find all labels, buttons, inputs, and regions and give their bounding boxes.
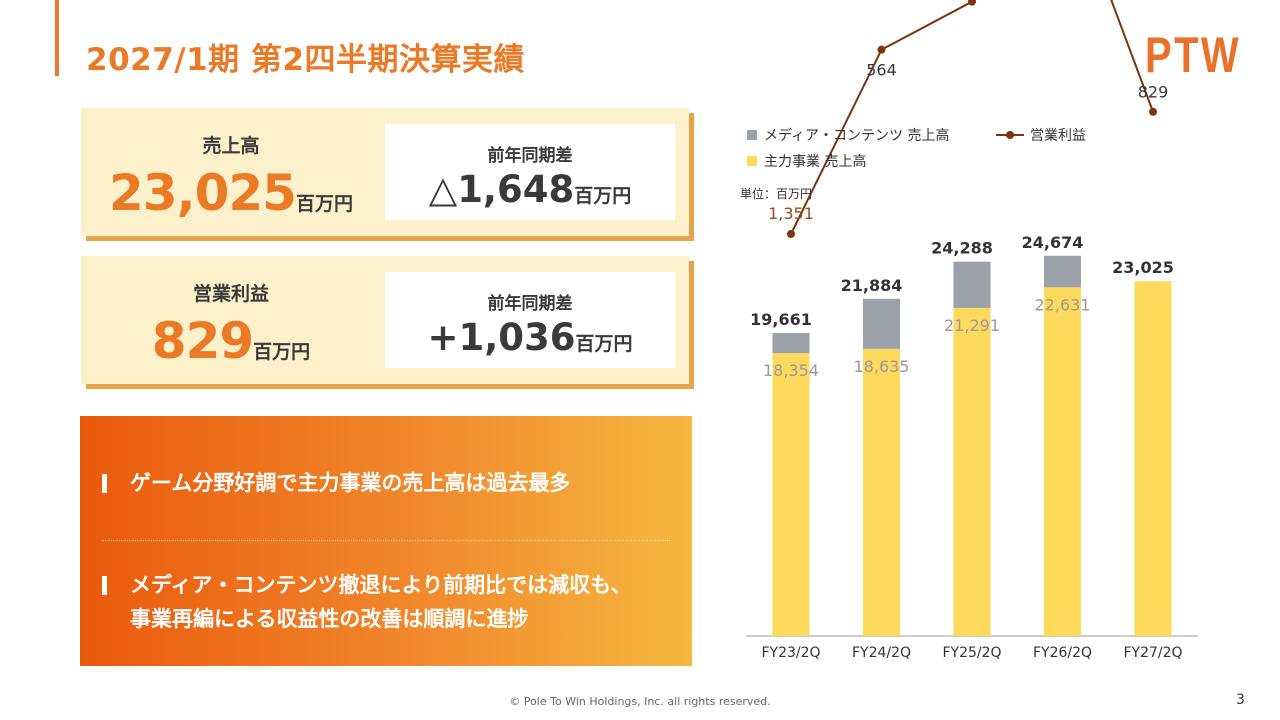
operating-income-yoy-value: +1,036百万円 <box>385 316 675 359</box>
title-accent-bar <box>55 0 59 76</box>
main-business-data-label: 22,631 <box>1035 295 1091 314</box>
x-tick-label: FY27/2Q <box>1123 645 1182 661</box>
operating-income-yoy-number: +1,036 <box>427 316 576 359</box>
sales-value-number: 23,025 <box>109 164 297 222</box>
sales-yoy-number: △1,648 <box>428 168 575 211</box>
operating-income-line <box>790 0 1154 235</box>
sales-yoy-label: 前年同期差 <box>487 146 573 166</box>
operating-income-point <box>787 230 795 238</box>
sales-yoy-unit: 百万円 <box>574 185 632 207</box>
bar-total-label: 23,025 <box>1112 258 1174 277</box>
highlight-line: 事業再編による収益性の改善は順調に進捗 <box>130 607 529 631</box>
legend-marker-operating-income <box>1006 131 1014 139</box>
sales-value-unit: 百万円 <box>295 193 353 215</box>
legend-label-media-contents: メディア・コンテンツ 売上高 <box>764 127 949 144</box>
operating-income-value-unit: 百万円 <box>253 341 311 363</box>
sales-label: 売上高 <box>202 135 260 157</box>
bar-main-business <box>1134 281 1172 636</box>
main-business-data-label: 18,635 <box>854 357 910 376</box>
operating-income-label: 1,351 <box>768 204 814 223</box>
page-title: 2027/1期 第2四半期決算実績 <box>86 42 526 78</box>
bar-total-label: 24,674 <box>1022 233 1084 252</box>
operating-income-value: 829百万円 <box>81 312 381 370</box>
operating-income-point <box>968 0 976 6</box>
sales-kpi-card: 売上高 23,025百万円 前年同期差 △1,648百万円 <box>81 108 689 236</box>
bar-total-label: 19,661 <box>750 310 812 329</box>
operating-income-kpi-card: 営業利益 829百万円 前年同期差 +1,036百万円 <box>81 256 689 384</box>
legend-label-main-business: 主力事業 売上高 <box>764 153 866 170</box>
unit-label: 単位：百万円 <box>740 186 812 201</box>
main-business-data-label: 21,291 <box>944 316 1000 335</box>
bar-media-contents <box>863 298 900 349</box>
sales-yoy-value: △1,648百万円 <box>385 168 675 211</box>
sales-value: 23,025百万円 <box>81 164 381 222</box>
highlight-text: メディア・コンテンツ撤退により前期比では減収も、 事業再編による収益性の改善は順調… <box>130 568 631 636</box>
legend-swatch-media-contents <box>747 130 757 140</box>
operating-income-label: 564 <box>866 61 897 80</box>
ptw-logo: PTW <box>1145 27 1242 83</box>
operating-income-yoy-box: 前年同期差 +1,036百万円 <box>385 272 675 368</box>
sales-yoy-box: 前年同期差 △1,648百万円 <box>385 124 675 220</box>
bar-total-label: 24,288 <box>931 239 993 258</box>
x-tick-label: FY23/2Q <box>761 645 820 661</box>
bar-main-business <box>1044 287 1081 636</box>
bar-media-contents <box>953 261 991 308</box>
page-number: 3 <box>1236 692 1245 708</box>
operating-income-label: 829 <box>1138 83 1169 102</box>
bar-main-business <box>863 348 900 636</box>
operating-income-value-number: 829 <box>151 312 254 370</box>
highlight-line: メディア・コンテンツ撤退により前期比では減収も、 <box>130 573 632 597</box>
copyright-footer: © Pole To Win Holdings, Inc. all rights … <box>509 695 771 708</box>
bullet-mark <box>102 474 107 493</box>
bar-total-label: 21,884 <box>841 276 903 295</box>
bar-main-business <box>953 307 991 636</box>
highlight-divider <box>102 540 670 541</box>
operating-income-yoy-unit: 百万円 <box>575 333 633 355</box>
operating-income-point <box>877 45 886 54</box>
operating-income-label: 営業利益 <box>192 283 269 305</box>
highlights-panel: ゲーム分野好調で主力事業の売上高は過去最多 メディア・コンテンツ撤退により前期比… <box>80 416 692 666</box>
x-tick-label: FY24/2Q <box>852 645 911 661</box>
operating-income-point <box>1149 107 1157 116</box>
legend-swatch-main-business <box>747 156 757 166</box>
x-tick-label: FY25/2Q <box>942 645 1001 661</box>
main-business-data-label: 18,354 <box>763 361 819 380</box>
bullet-mark <box>102 576 107 595</box>
bar-media-contents <box>772 333 810 354</box>
x-tick-label: FY26/2Q <box>1033 645 1092 661</box>
legend-label-operating-income: 営業利益 <box>1030 128 1086 144</box>
bar-main-business <box>772 353 810 636</box>
operating-income-yoy-label: 前年同期差 <box>487 294 573 314</box>
bar-media-contents <box>1044 255 1081 288</box>
highlight-text: ゲーム分野好調で主力事業の売上高は過去最多 <box>130 471 571 495</box>
